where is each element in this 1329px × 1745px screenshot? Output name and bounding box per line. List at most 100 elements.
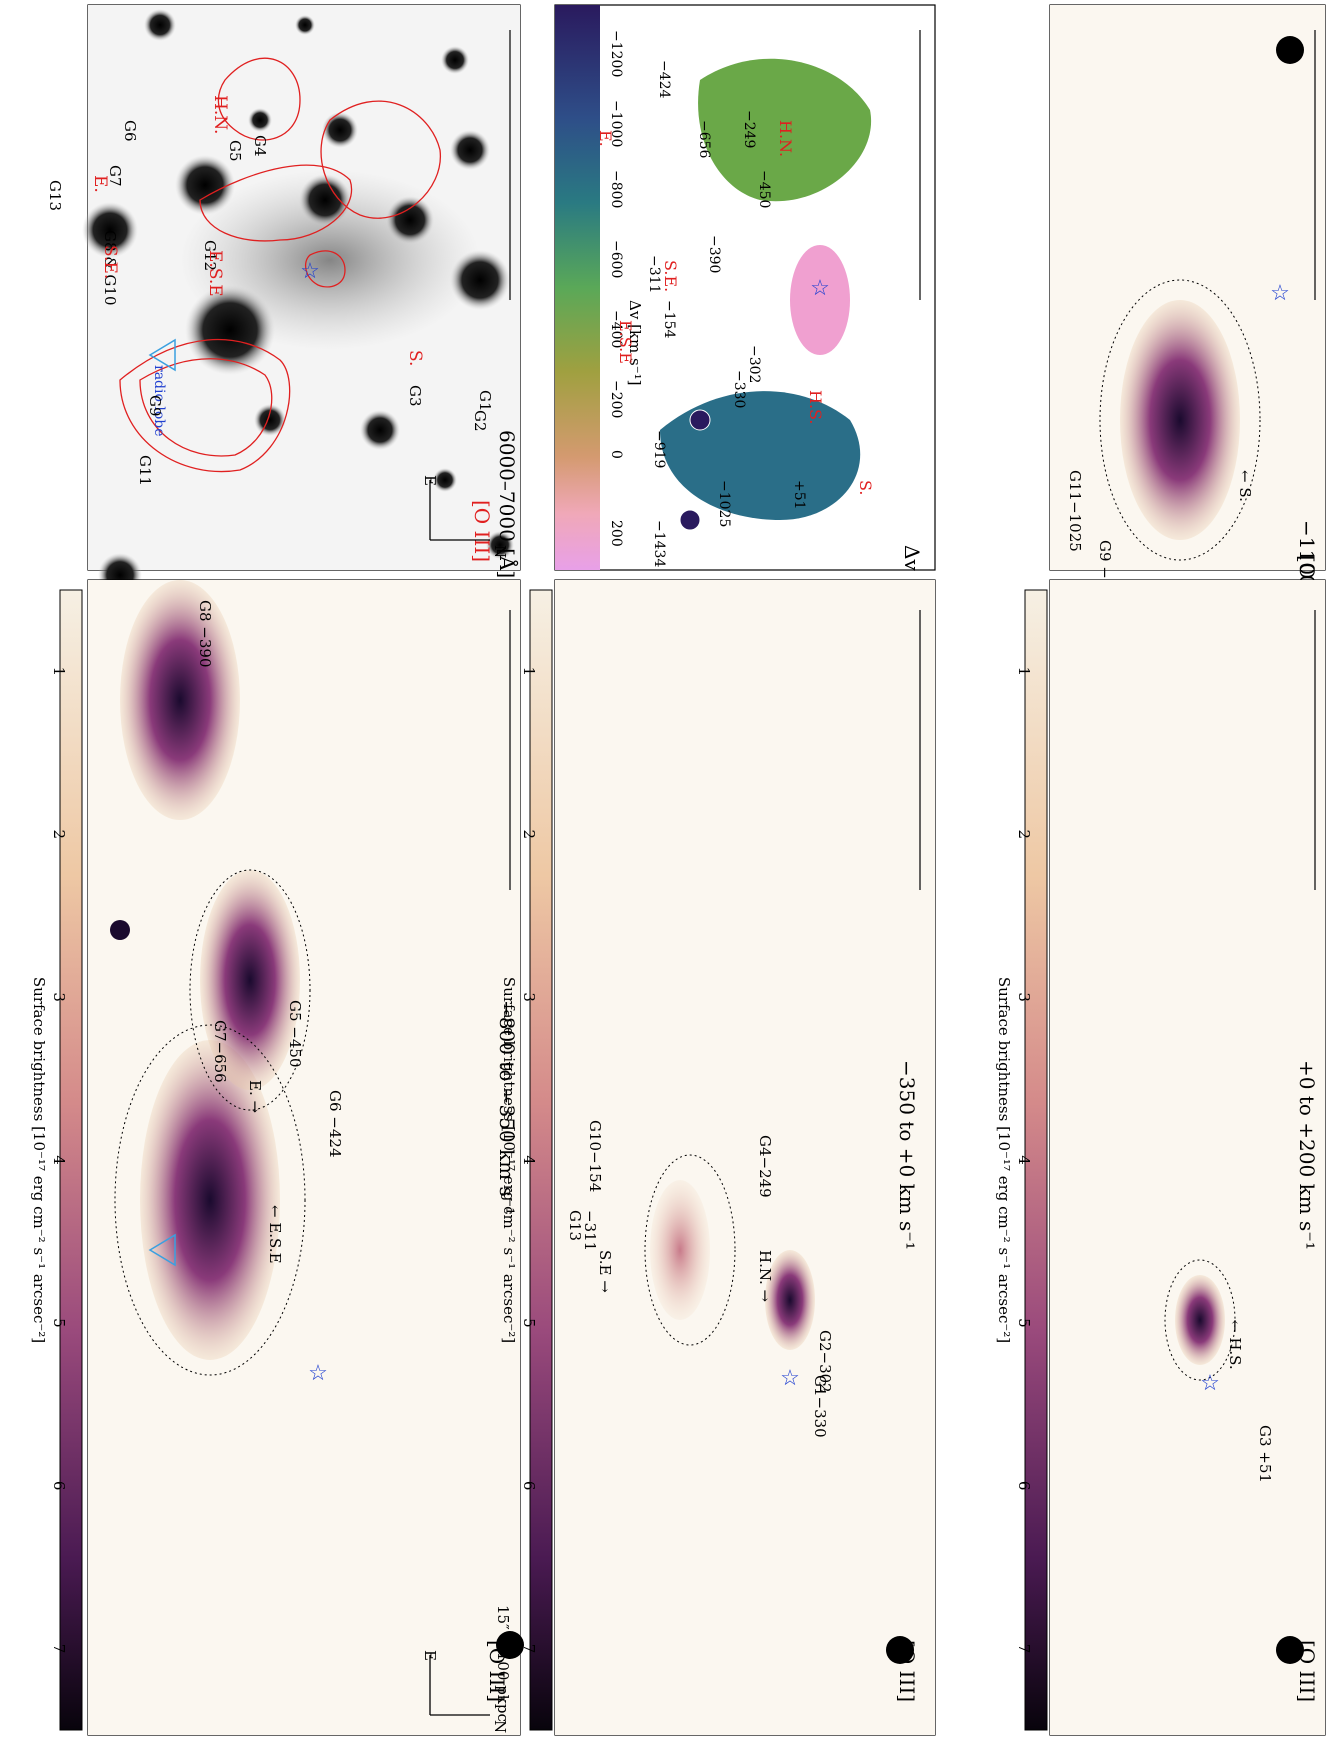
vel-range: +0 to +200 km s⁻¹	[1295, 1060, 1319, 1250]
compass-e: E	[421, 475, 439, 486]
vel-galaxy	[679, 509, 701, 531]
star-blob	[1276, 1636, 1304, 1664]
velocity-value: −1434	[651, 520, 667, 567]
region-label: E.	[596, 130, 615, 147]
galaxy-label: G3	[406, 385, 424, 407]
colorbar-col1-tick: 3	[50, 992, 68, 1002]
p0-200-bg	[1050, 580, 1325, 1735]
galaxy-label: G2−302	[816, 1330, 834, 1393]
radio-lobe-icon	[148, 338, 176, 372]
oiii-tag: [O III]	[1295, 1640, 1319, 1702]
quasar-star-icon: ☆	[1200, 1371, 1220, 1396]
galaxy-label: G10−154	[586, 1120, 604, 1192]
velocity-value: −330	[731, 370, 747, 408]
source-blob	[486, 531, 514, 559]
galaxy-label: G5 −450	[286, 1000, 304, 1068]
velocity-value: −450	[756, 170, 772, 208]
colorbar-col3-tick: 5	[1015, 1318, 1033, 1328]
galaxy-label: G3 +51	[1256, 1425, 1274, 1483]
colorbar-col3-tick: 6	[1015, 1481, 1033, 1491]
velocity-value: −919	[651, 430, 667, 468]
galaxy-label: ← E.S.E	[266, 1205, 284, 1264]
quasar-star-icon: ☆	[308, 1361, 328, 1386]
galaxy-label: −311	[581, 1210, 599, 1251]
colorbar-col2: 1 2 3 4 5 6 7 Surface brightness [10⁻¹⁷ erg cm⁻…	[500, 589, 553, 1731]
emission-hn	[765, 1250, 815, 1350]
velocity-value: −656	[696, 120, 712, 159]
velocity-value: −302	[746, 345, 762, 383]
scale-label: 15″ ≈ 100 pkpc	[494, 1605, 512, 1722]
galaxy-label: G13	[566, 1210, 584, 1241]
colorbar-col2-tick: 3	[520, 992, 538, 1002]
region-ellipse-south	[1099, 279, 1261, 561]
galaxy-label: G13	[46, 180, 64, 211]
colorbar-col3-tick: 2	[1015, 830, 1033, 840]
velocity-tag: Δv	[900, 545, 924, 571]
velocity-value: −311	[646, 255, 662, 293]
colorbar-col1-label: Surface brightness [10⁻¹⁷ erg cm⁻² s⁻¹ a…	[30, 977, 48, 1343]
source-blob	[254, 404, 286, 436]
source-blob	[175, 155, 235, 215]
velocity-colorbar-tick: −800	[608, 170, 624, 208]
region-label: S.E.	[100, 245, 120, 279]
galaxy-label: G6	[121, 120, 139, 142]
region-label: E.S.E	[205, 250, 225, 297]
quasar-star-icon: ☆	[780, 1366, 800, 1391]
velocity-value: −249	[741, 110, 757, 148]
velocity-value: +51	[791, 480, 807, 510]
emission-hs	[1175, 1275, 1225, 1365]
galaxy-label: G9	[146, 395, 164, 417]
colorbar-col3-tick: 1	[1015, 667, 1033, 677]
vel-range: −800 to −350 km s⁻¹	[495, 1000, 519, 1215]
velocity-colorbar-tick: 0	[608, 450, 624, 459]
colorbar-col1-tick: 2	[50, 830, 68, 840]
oiii-contour	[139, 358, 273, 457]
galaxy-label: G2	[471, 410, 489, 432]
velocity-colorbar-tick: −600	[608, 240, 624, 278]
vel-region-hs	[790, 245, 850, 355]
m350-bg	[555, 580, 935, 1735]
colorbar-col2-bar	[529, 589, 553, 1731]
colorbar-col1-tick: 6	[50, 1481, 68, 1491]
galaxy-label: G6 −424	[326, 1090, 344, 1158]
velocity-value: −1025	[716, 480, 732, 527]
colorbar-col3-label: Surface brightness [10⁻¹⁷ erg cm⁻² s⁻¹ a…	[995, 977, 1013, 1343]
region-label: H.S.	[806, 390, 825, 425]
galaxy-label: E. →	[246, 1080, 264, 1113]
region-label: S.E.	[661, 260, 680, 292]
source-blob	[82, 202, 138, 258]
velocity-colorbar-tick: 200	[608, 520, 624, 547]
colorbar-col3-bar	[1024, 589, 1048, 1731]
colorbar-col1-tick: 5	[50, 1318, 68, 1328]
source-blob	[185, 285, 275, 375]
radio-lobe-label: radio lobe	[151, 365, 167, 437]
continuum-subtitle: [O III]	[470, 500, 494, 562]
source-blob	[433, 468, 457, 492]
source-blob	[248, 108, 272, 132]
source-blob	[299, 174, 351, 226]
velocity-value: −424	[656, 60, 672, 99]
source-blob	[322, 112, 358, 148]
galaxy-label: G5	[226, 140, 244, 162]
colorbar-col3-tick: 7	[1015, 1644, 1033, 1654]
source-blob	[360, 410, 400, 450]
radio-lobe-icon	[148, 1233, 176, 1267]
galaxy-label: G4−249	[756, 1135, 774, 1198]
oiii-contour	[199, 164, 353, 242]
colorbar-col2-tick: 7	[520, 1644, 538, 1654]
quasar-star-icon: ☆	[300, 259, 320, 284]
region-ellipse-hs	[1164, 1259, 1236, 1381]
colorbar-col3-tick: 4	[1015, 1155, 1033, 1165]
source-blob	[144, 9, 176, 41]
compass-n: N	[491, 1720, 509, 1733]
emission-e	[200, 870, 300, 1090]
colorbar-col3: 1 2 3 4 5 6 7 Surface brightness [10⁻¹⁷ erg cm⁻…	[995, 589, 1048, 1731]
region-label: H.N.	[210, 95, 230, 134]
region-ellipse-g8	[114, 1024, 306, 1376]
emission-ese	[120, 580, 240, 820]
galaxy-label: G12	[201, 240, 219, 271]
galaxy-label: G4	[251, 135, 269, 157]
region-ellipse-se	[644, 1154, 736, 1346]
